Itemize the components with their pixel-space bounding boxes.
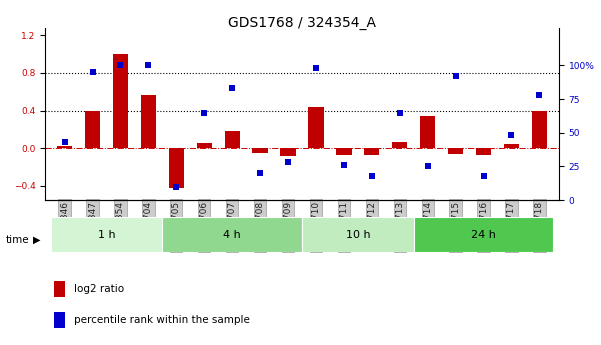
Bar [197, 142, 212, 148]
Text: 10 h: 10 h [346, 230, 370, 239]
Text: GDS1768 / 324354_A: GDS1768 / 324354_A [228, 16, 376, 30]
Bar [54, 281, 65, 297]
Text: percentile rank within the sample: percentile rank within the sample [74, 315, 250, 325]
Bar [336, 148, 352, 155]
Bar [141, 95, 156, 148]
Bar [476, 148, 491, 155]
Text: 4 h: 4 h [224, 230, 241, 239]
FancyBboxPatch shape [302, 217, 413, 252]
FancyBboxPatch shape [413, 217, 554, 252]
Bar [364, 148, 379, 155]
Bar [113, 54, 128, 148]
Bar [392, 142, 407, 148]
Text: 1 h: 1 h [98, 230, 115, 239]
Text: 24 h: 24 h [471, 230, 496, 239]
FancyBboxPatch shape [50, 217, 162, 252]
Bar [280, 148, 296, 156]
Bar [85, 110, 100, 148]
Bar [54, 312, 65, 328]
Text: log2 ratio: log2 ratio [74, 284, 124, 294]
Text: ▶: ▶ [33, 235, 40, 245]
Bar [308, 107, 324, 148]
Bar [225, 131, 240, 148]
Bar [448, 148, 463, 154]
Text: time: time [6, 235, 29, 245]
Bar [420, 116, 435, 148]
Bar [169, 148, 184, 188]
FancyBboxPatch shape [162, 217, 302, 252]
Bar [532, 110, 547, 148]
Bar [57, 146, 72, 148]
Bar [252, 148, 268, 153]
Bar [504, 145, 519, 148]
